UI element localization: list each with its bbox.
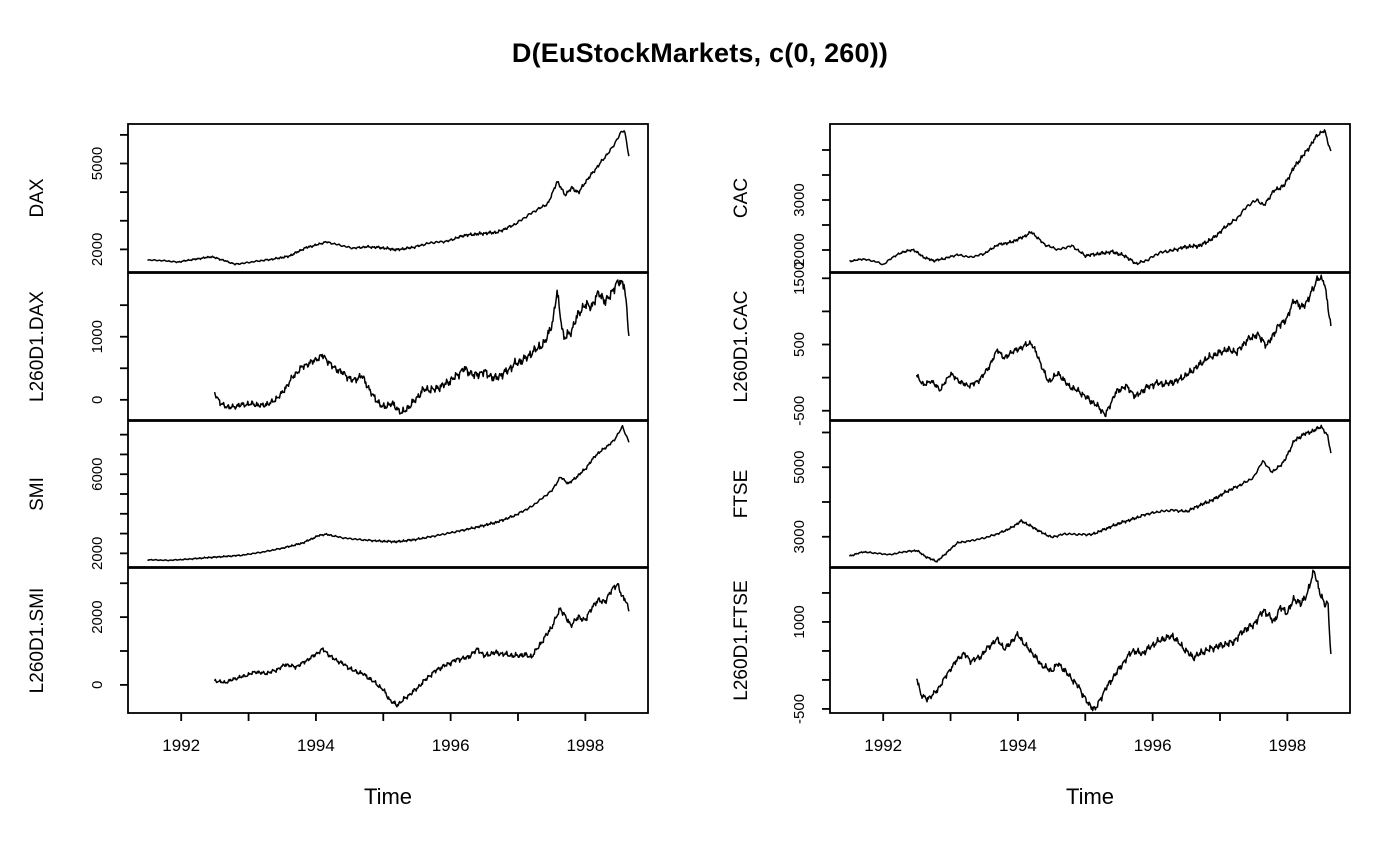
series-name-label-DAX: DAX — [27, 178, 48, 217]
panel-L260D1.SMI: 0 2000 L260D1.SMI — [27, 567, 649, 714]
series-line-CAC — [849, 129, 1332, 266]
panel-CAC: 2000 3000 CAC — [731, 123, 1351, 273]
y-tick-label: 2000 — [791, 233, 808, 266]
y-tick-label: 3000 — [791, 183, 808, 216]
panel-SMI: 2000 6000 SMI — [27, 420, 649, 570]
series-line-L260D1.CAC — [915, 274, 1332, 418]
x-axis-title-right: Time — [1065, 784, 1115, 809]
x-tick-label: 1996 — [1134, 736, 1172, 755]
panel-box-L260D1.FTSE — [829, 567, 1351, 714]
series-name-label-FTSE: FTSE — [731, 470, 752, 519]
series-name-label-L260D1.DAX: L260D1.DAX — [27, 291, 48, 402]
series-name-label-L260D1.SMI: L260D1.SMI — [27, 588, 48, 694]
x-tick-label: 1998 — [1268, 736, 1306, 755]
series-line-SMI — [147, 424, 630, 562]
panel-L260D1.DAX: 0 1000 L260D1.DAX — [27, 272, 649, 421]
y-tick-label: 2000 — [89, 600, 106, 633]
x-tick-label: 1994 — [999, 736, 1037, 755]
y-tick-label: 0 — [89, 396, 106, 404]
series-name-label-SMI: SMI — [27, 477, 48, 511]
panel-box-DAX — [127, 123, 649, 273]
series-line-DAX — [147, 130, 630, 266]
x-tick-label: 1992 — [162, 736, 200, 755]
series-line-L260D1.DAX — [213, 279, 630, 415]
y-tick-label: 3000 — [791, 520, 808, 553]
y-tick-label: 1500 — [791, 262, 808, 295]
x-tick-label: 1998 — [566, 736, 604, 755]
x-axis-col1: 1992 1994 1996 1998 — [864, 713, 1306, 755]
y-tick-label: 2000 — [89, 537, 106, 570]
panel-L260D1.CAC: -500 500 1500 L260D1.CAC — [731, 262, 1351, 426]
panel-L260D1.FTSE: -500 1000 L260D1.FTSE — [731, 567, 1351, 724]
series-line-FTSE — [848, 424, 1332, 563]
panel-box-L260D1.CAC — [829, 272, 1351, 421]
panel-box-CAC — [829, 123, 1351, 273]
y-tick-label: 5000 — [89, 147, 106, 180]
x-axis-col0: 1992 1994 1996 1998 — [162, 713, 604, 755]
series-name-label-CAC: CAC — [731, 178, 752, 218]
panel-FTSE: 3000 5000 FTSE — [731, 420, 1351, 568]
chart-title: D(EuStockMarkets, c(0, 260)) — [511, 38, 889, 68]
x-tick-label: 1992 — [864, 736, 902, 755]
panel-box-L260D1.SMI — [127, 567, 649, 714]
panel-box-SMI — [127, 420, 649, 568]
y-tick-label: 0 — [89, 681, 106, 689]
y-tick-label: 500 — [791, 332, 808, 357]
y-tick-label: 2000 — [89, 233, 106, 266]
series-name-label-L260D1.FTSE: L260D1.FTSE — [731, 580, 752, 700]
x-axis-title-left: Time — [363, 784, 413, 809]
y-tick-label: -500 — [791, 396, 808, 426]
y-tick-label: 1000 — [791, 605, 808, 638]
series-name-label-L260D1.CAC: L260D1.CAC — [731, 291, 752, 403]
y-tick-label: 6000 — [89, 458, 106, 491]
x-tick-label: 1994 — [297, 736, 335, 755]
y-tick-label: 5000 — [791, 451, 808, 484]
y-tick-label: 1000 — [89, 320, 106, 353]
panel-box-L260D1.DAX — [127, 272, 649, 421]
series-line-L260D1.FTSE — [915, 569, 1332, 712]
series-line-L260D1.SMI — [213, 582, 630, 708]
panel-DAX: 2000 5000 DAX — [27, 123, 649, 273]
panel-box-FTSE — [829, 420, 1351, 568]
x-tick-label: 1996 — [432, 736, 470, 755]
y-tick-label: -500 — [791, 694, 808, 724]
